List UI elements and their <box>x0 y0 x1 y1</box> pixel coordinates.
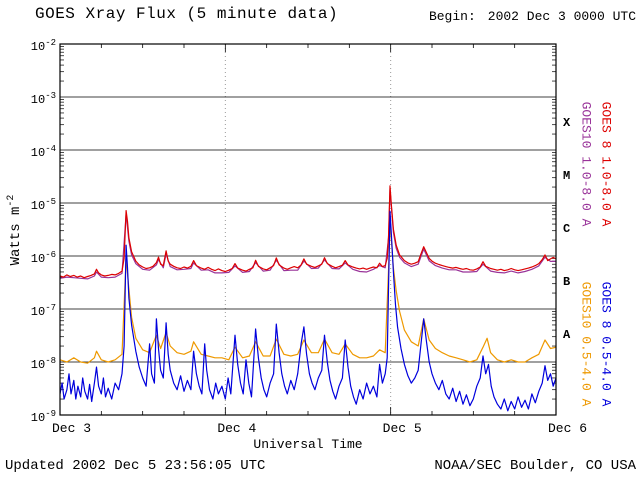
chart-title: GOES Xray Flux (5 minute data) <box>35 5 339 23</box>
y-axis-title-text: Watts m <box>7 206 24 266</box>
updated-timestamp: Updated 2002 Dec 5 23:56:05 UTC <box>5 458 266 474</box>
series-line-goes-8-0-5-4-0-a <box>60 210 556 412</box>
begin-label: Begin: <box>428 9 476 24</box>
y-axis-title-exponent: -2 <box>6 194 18 207</box>
x-axis-title: Universal Time <box>253 437 363 452</box>
y-axis-title: Watts m-2 <box>6 195 24 266</box>
plot-frame <box>59 43 557 416</box>
begin-value: 2002 Dec 3 0000 UTC <box>487 9 636 24</box>
begin-timestamp: Begin: 2002 Dec 3 0000 UTC <box>429 9 636 24</box>
series-line-goes10-0-5-4-0-a <box>60 220 556 364</box>
series-line-goes-8-1-0-8-0-a <box>60 185 556 279</box>
series-line-goes10-1-0-8-0-a <box>60 188 556 280</box>
data-source: NOAA/SEC Boulder, CO USA <box>434 458 636 474</box>
